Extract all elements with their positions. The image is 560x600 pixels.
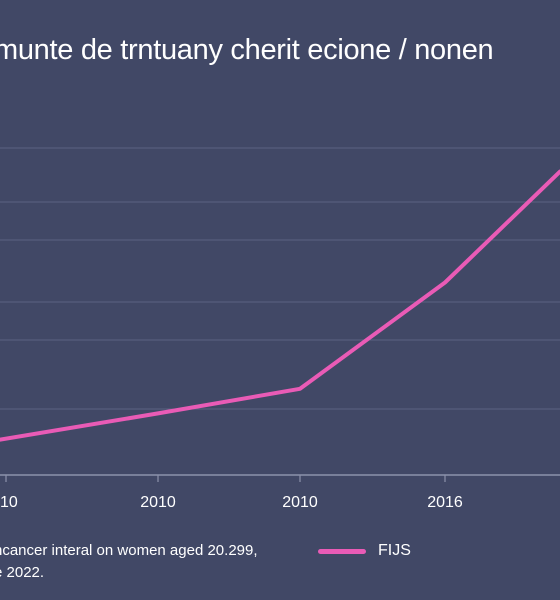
legend-swatch — [318, 548, 366, 554]
x-tick-label: 2010 — [140, 494, 176, 511]
x-tick-labels: 2010 2010 2010 2016 — [0, 494, 463, 511]
legend-label: FIJS — [378, 542, 411, 559]
chart-title: munte de trntuany cherit ecione / nonen — [0, 34, 494, 66]
x-tick-label: 2016 — [427, 494, 463, 511]
note-line: ncancer interal on women aged 20.299, — [0, 542, 258, 559]
chart-note: ncancer interal on women aged 20.299, e … — [0, 540, 258, 584]
series-layer — [0, 169, 560, 442]
x-tick-label: 2010 — [0, 494, 18, 511]
grid-lines — [0, 147, 560, 410]
note-line: e 2022. — [0, 564, 45, 581]
series-line — [0, 169, 560, 442]
x-tick-marks — [5, 475, 446, 482]
legend: FIJS — [318, 542, 411, 560]
x-tick-label: 2010 — [282, 494, 318, 511]
